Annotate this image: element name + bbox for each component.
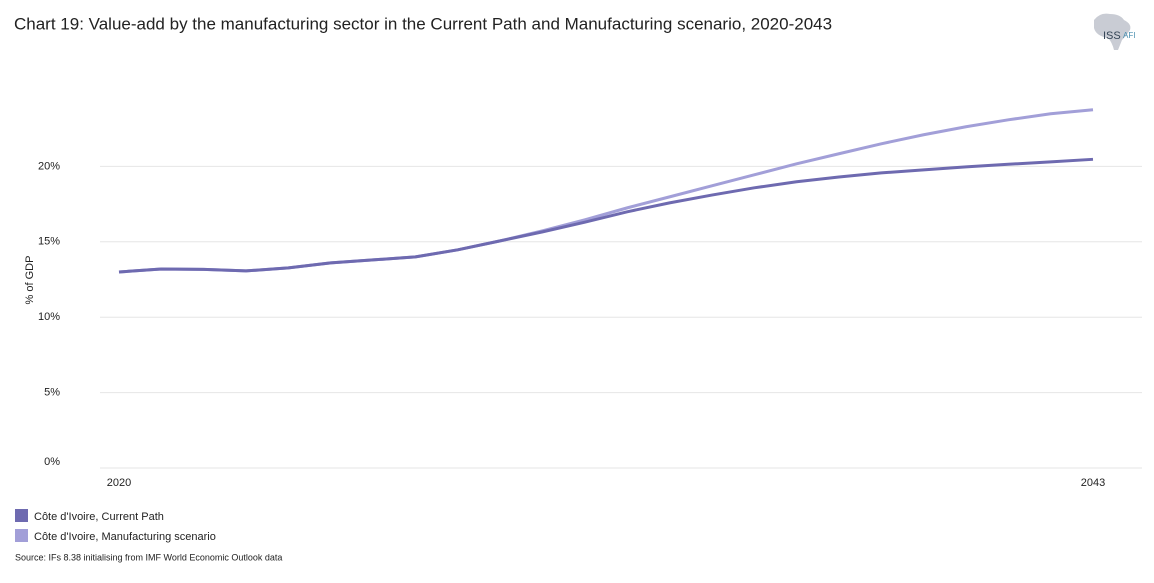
- series-line: [118, 108, 1094, 274]
- y-tick-label: 20%: [38, 160, 60, 172]
- logo-text: ISS: [1103, 30, 1121, 42]
- x-tick-label: 2020: [107, 477, 131, 489]
- legend-label: Côte d'Ivoire, Current Path: [34, 511, 164, 523]
- x-tick-label: 2043: [1081, 477, 1105, 489]
- logo-subtext: AFI: [1123, 31, 1135, 40]
- legend-swatch: [15, 509, 28, 522]
- source: Source: IFs 8.38 initialising from IMF W…: [15, 552, 282, 562]
- y-tick-label: 10%: [38, 311, 60, 323]
- legend-swatch: [15, 529, 28, 542]
- chart-title: Chart 19: Value-add by the manufacturing…: [14, 14, 832, 33]
- logo-shape: [1094, 13, 1131, 51]
- legend-label: Côte d'Ivoire, Manufacturing scenario: [34, 531, 216, 543]
- y-tick-label: 5%: [44, 387, 60, 399]
- y-axis-label: % of GDP: [24, 256, 36, 305]
- y-tick-label: 0%: [44, 456, 60, 468]
- series-line: [118, 157, 1094, 274]
- y-tick-label: 15%: [38, 236, 60, 248]
